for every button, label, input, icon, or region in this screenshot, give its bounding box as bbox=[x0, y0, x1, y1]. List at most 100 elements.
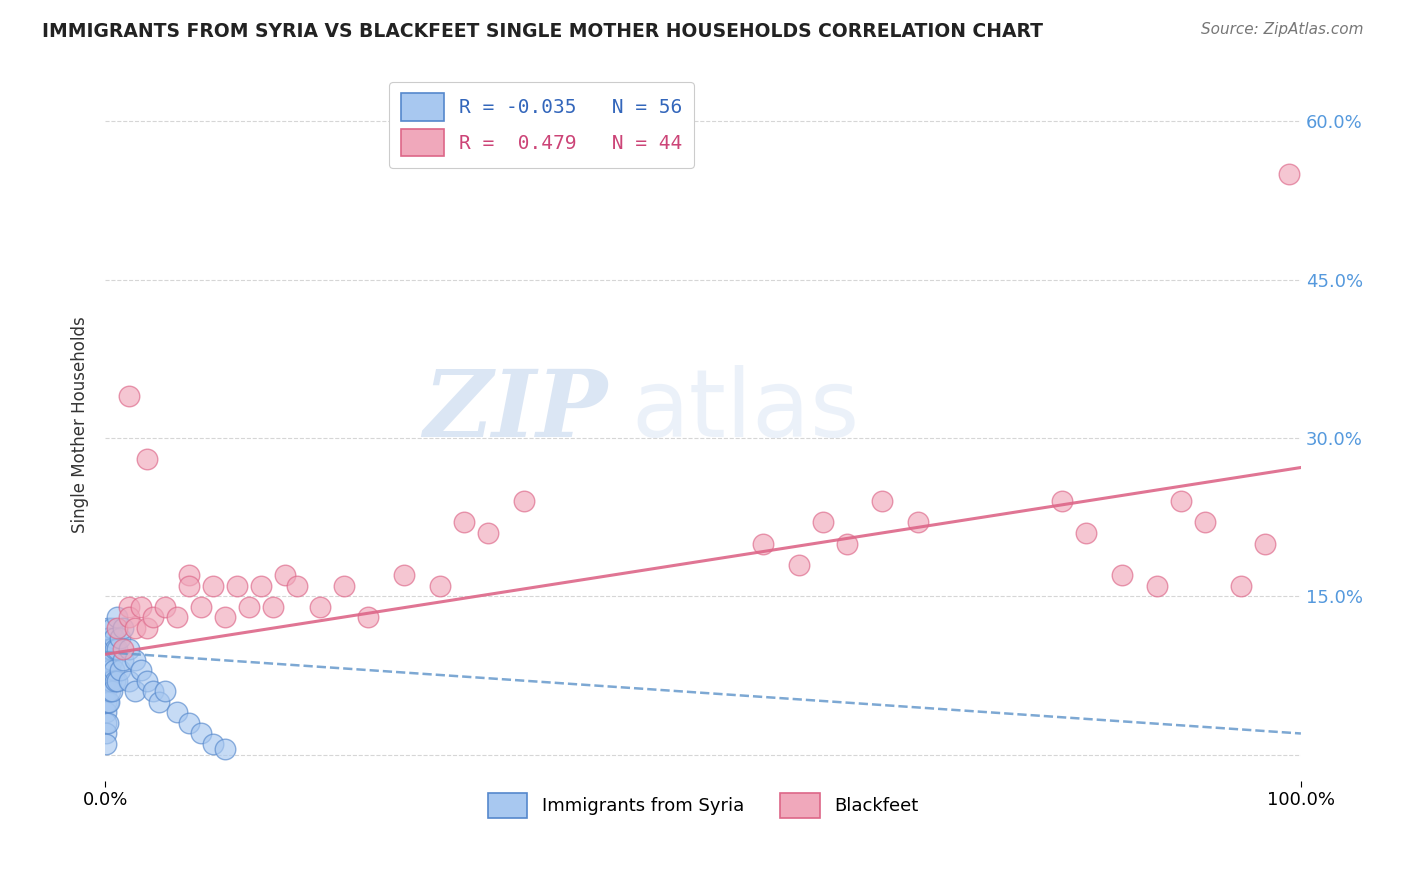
Point bbox=[477, 525, 499, 540]
Point bbox=[1254, 536, 1277, 550]
Point bbox=[96, 684, 118, 698]
Point bbox=[124, 684, 146, 698]
Point bbox=[96, 706, 118, 720]
Point bbox=[309, 599, 332, 614]
Text: Source: ZipAtlas.com: Source: ZipAtlas.com bbox=[1201, 22, 1364, 37]
Point bbox=[787, 558, 810, 572]
Point bbox=[1278, 167, 1301, 181]
Point bbox=[166, 706, 188, 720]
Point bbox=[105, 621, 128, 635]
Point bbox=[249, 579, 271, 593]
Point bbox=[190, 726, 212, 740]
Point bbox=[98, 663, 121, 677]
Point bbox=[148, 695, 170, 709]
Point bbox=[177, 715, 200, 730]
Point bbox=[201, 737, 224, 751]
Point bbox=[124, 652, 146, 666]
Point bbox=[108, 632, 131, 646]
Point bbox=[166, 610, 188, 624]
Y-axis label: Single Mother Households: Single Mother Households bbox=[72, 317, 89, 533]
Point bbox=[97, 632, 120, 646]
Point bbox=[96, 695, 118, 709]
Point bbox=[101, 621, 124, 635]
Point bbox=[118, 642, 141, 657]
Point bbox=[101, 684, 124, 698]
Point bbox=[1230, 579, 1253, 593]
Point bbox=[153, 684, 176, 698]
Point bbox=[1194, 516, 1216, 530]
Point bbox=[118, 599, 141, 614]
Point bbox=[129, 599, 152, 614]
Point bbox=[1170, 494, 1192, 508]
Point bbox=[97, 621, 120, 635]
Point bbox=[118, 610, 141, 624]
Point bbox=[752, 536, 775, 550]
Point bbox=[136, 452, 159, 467]
Point bbox=[97, 673, 120, 688]
Point bbox=[153, 599, 176, 614]
Point bbox=[1074, 525, 1097, 540]
Point bbox=[136, 673, 159, 688]
Point bbox=[104, 642, 127, 657]
Point bbox=[214, 610, 236, 624]
Point bbox=[108, 663, 131, 677]
Point bbox=[97, 652, 120, 666]
Point bbox=[97, 663, 120, 677]
Point bbox=[392, 568, 415, 582]
Point bbox=[98, 684, 121, 698]
Point bbox=[273, 568, 295, 582]
Point bbox=[238, 599, 260, 614]
Point bbox=[103, 632, 125, 646]
Point bbox=[96, 663, 118, 677]
Point bbox=[357, 610, 380, 624]
Point bbox=[97, 632, 120, 646]
Point bbox=[1050, 494, 1073, 508]
Point bbox=[811, 516, 834, 530]
Point bbox=[96, 726, 118, 740]
Point bbox=[101, 652, 124, 666]
Point bbox=[333, 579, 356, 593]
Point bbox=[97, 642, 120, 657]
Point bbox=[136, 621, 159, 635]
Point bbox=[512, 494, 534, 508]
Point bbox=[112, 652, 135, 666]
Point bbox=[98, 642, 121, 657]
Point bbox=[142, 610, 165, 624]
Point bbox=[96, 652, 118, 666]
Point bbox=[112, 621, 135, 635]
Point bbox=[97, 673, 120, 688]
Point bbox=[97, 695, 120, 709]
Point bbox=[1146, 579, 1168, 593]
Point bbox=[105, 610, 128, 624]
Point bbox=[872, 494, 894, 508]
Point bbox=[201, 579, 224, 593]
Point bbox=[835, 536, 858, 550]
Point bbox=[907, 516, 929, 530]
Point bbox=[285, 579, 308, 593]
Point bbox=[105, 642, 128, 657]
Point bbox=[225, 579, 247, 593]
Point bbox=[103, 663, 125, 677]
Point bbox=[97, 652, 120, 666]
Text: ZIP: ZIP bbox=[423, 366, 607, 456]
Text: atlas: atlas bbox=[631, 365, 859, 457]
Point bbox=[129, 663, 152, 677]
Point bbox=[96, 715, 118, 730]
Point bbox=[453, 516, 475, 530]
Point bbox=[142, 684, 165, 698]
Point bbox=[104, 673, 127, 688]
Point bbox=[100, 673, 122, 688]
Point bbox=[97, 695, 120, 709]
Point bbox=[96, 642, 118, 657]
Text: IMMIGRANTS FROM SYRIA VS BLACKFEET SINGLE MOTHER HOUSEHOLDS CORRELATION CHART: IMMIGRANTS FROM SYRIA VS BLACKFEET SINGL… bbox=[42, 22, 1043, 41]
Point bbox=[105, 673, 128, 688]
Point bbox=[100, 642, 122, 657]
Point bbox=[177, 579, 200, 593]
Point bbox=[214, 742, 236, 756]
Point bbox=[97, 715, 120, 730]
Point bbox=[429, 579, 451, 593]
Point bbox=[97, 642, 120, 657]
Point bbox=[190, 599, 212, 614]
Point bbox=[118, 389, 141, 403]
Point bbox=[96, 737, 118, 751]
